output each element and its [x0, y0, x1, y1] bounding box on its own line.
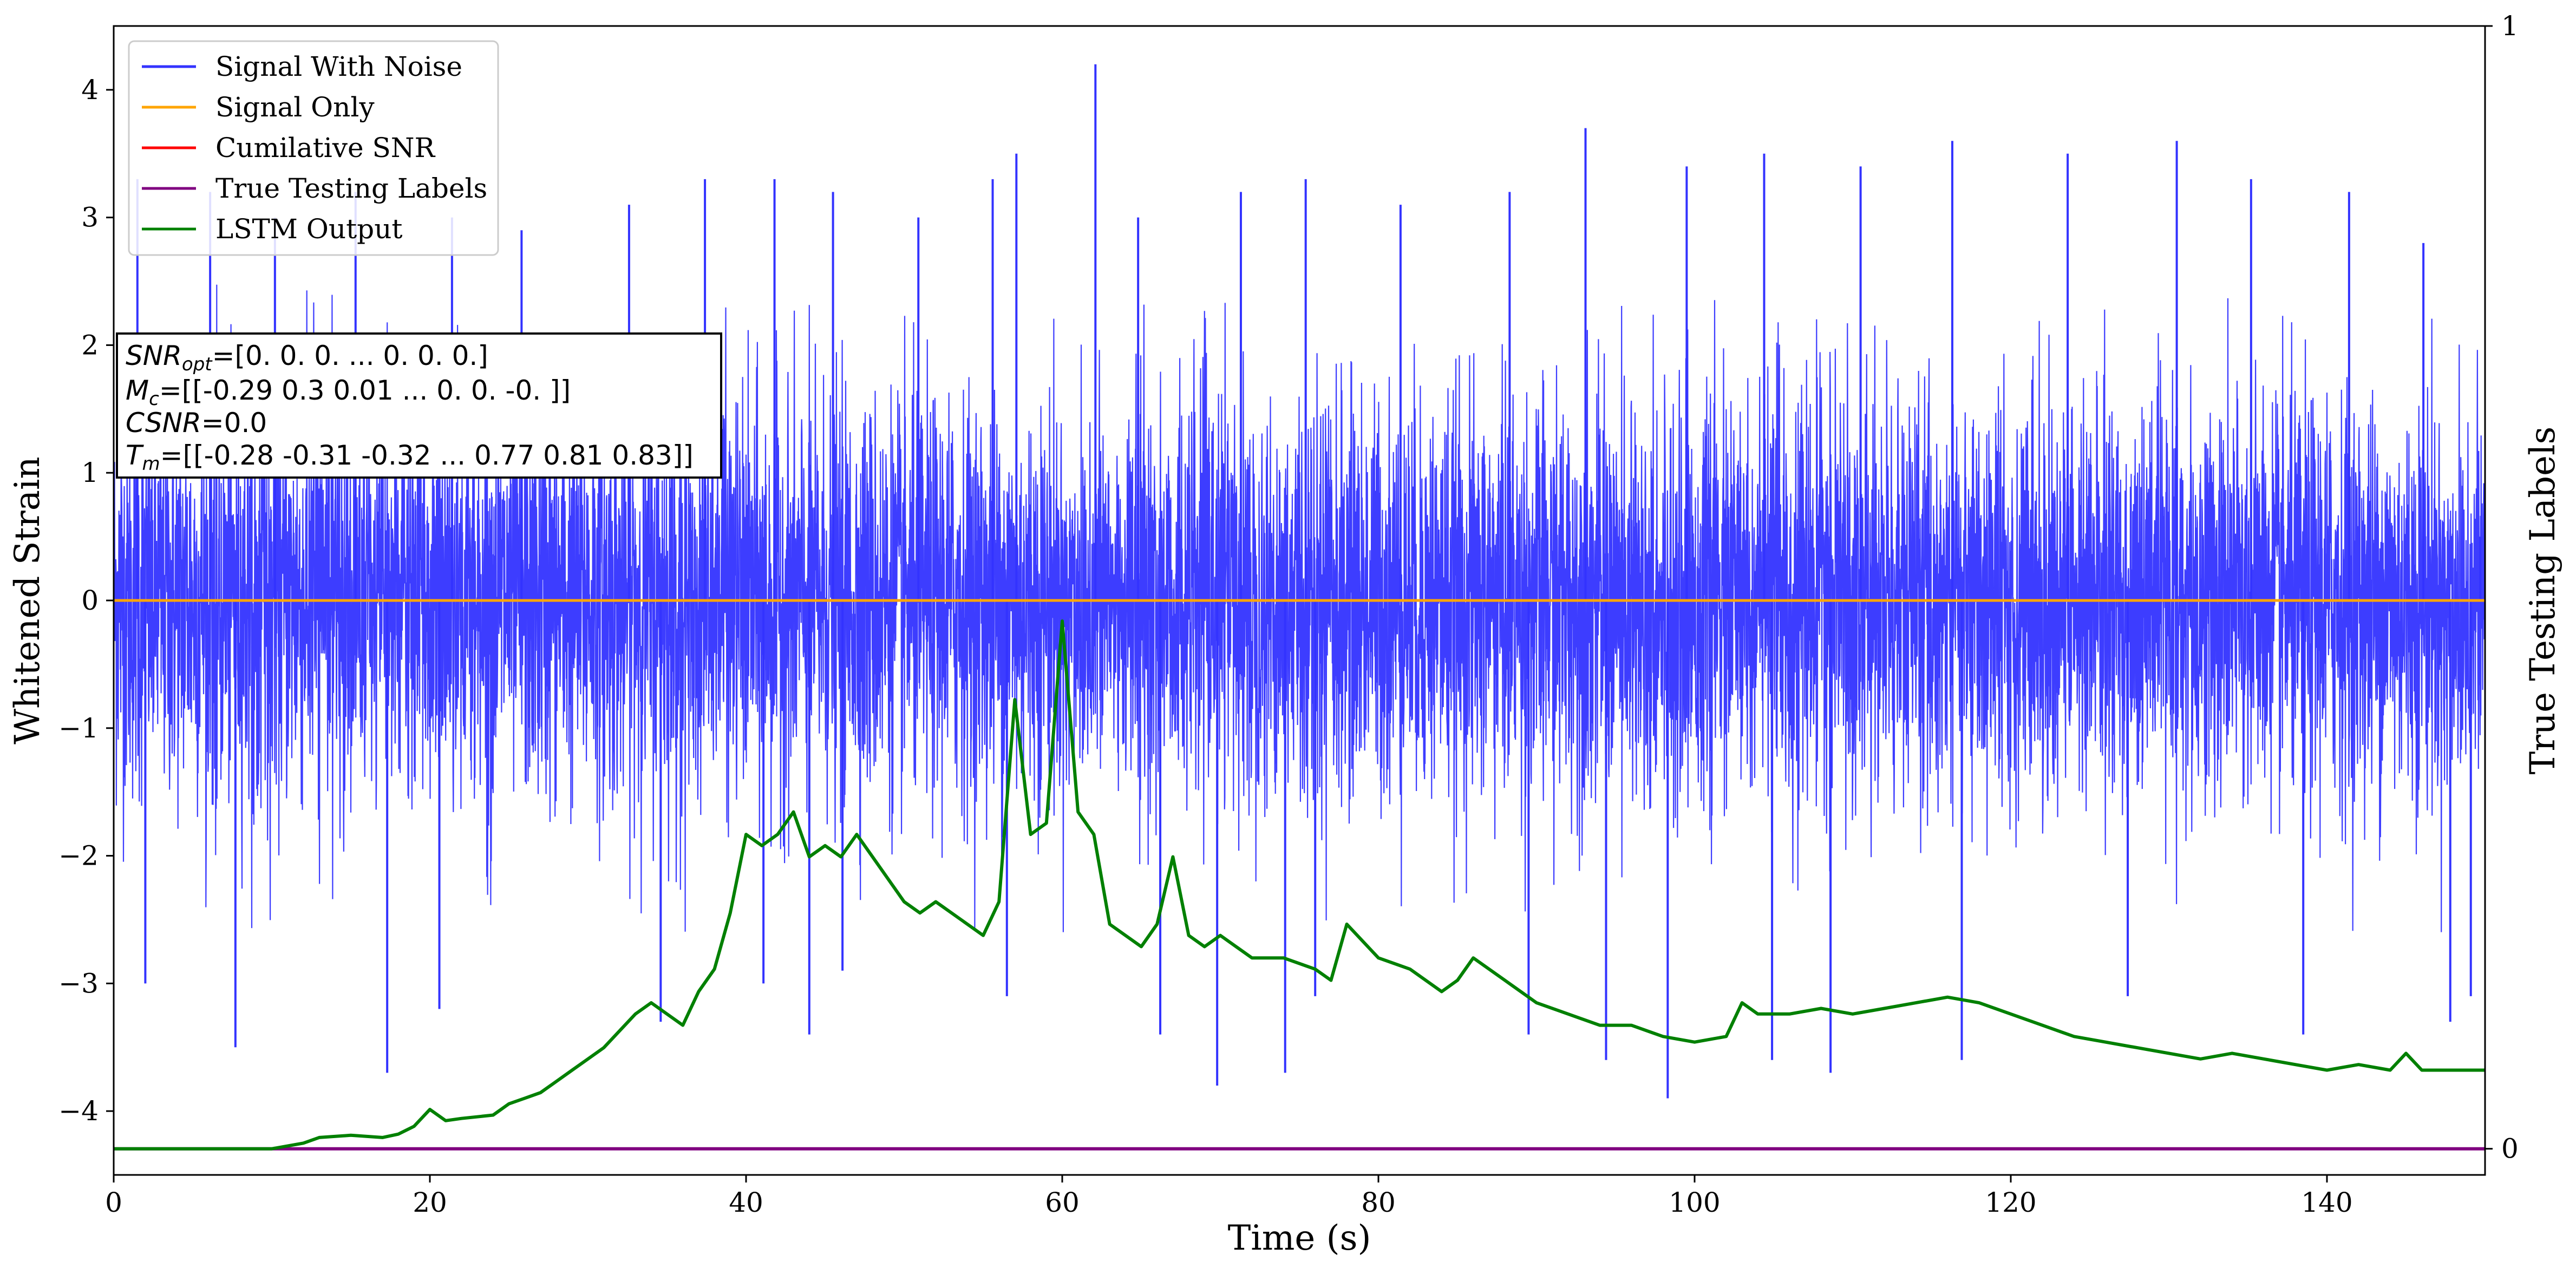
x-tick-label: 60	[1045, 1187, 1080, 1218]
y-tick-label: 0	[81, 585, 99, 616]
x-tick-label: 0	[105, 1187, 122, 1218]
x-tick-label: 20	[413, 1187, 447, 1218]
annotation-line-tm: Tm=[[-0.28 -0.31 -0.32 ... 0.77 0.81 0.8…	[126, 440, 694, 475]
y-tick-label: −3	[58, 968, 99, 999]
y2-tick-label: 1	[2501, 10, 2519, 42]
signal-with-noise-line	[114, 284, 2485, 932]
annotation-box: SNRopt=[0. 0. 0. ... 0. 0. 0.] Mc=[[-0.2…	[116, 332, 722, 479]
legend-item-signal-with-noise: Signal With Noise	[142, 51, 462, 82]
legend-box	[128, 40, 499, 256]
y-tick-label: −2	[58, 840, 99, 872]
x-axis: 0 20 40 60 80 100 120 140	[105, 1175, 2353, 1218]
annotation-line-snr: SNRopt=[0. 0. 0. ... 0. 0. 0.]	[126, 340, 488, 375]
legend-item-signal-only: Signal Only	[142, 92, 375, 123]
legend-item-lstm-output: LSTM Output	[142, 213, 402, 245]
y2-axis: 01	[2485, 10, 2519, 1165]
x-tick-label: 100	[1669, 1187, 1720, 1218]
legend: Signal With Noise Signal Only Cumilative…	[128, 40, 499, 256]
x-tick-label: 120	[1985, 1187, 2036, 1218]
x-tick-label: 80	[1361, 1187, 1396, 1218]
y-tick-label: 3	[81, 202, 99, 233]
legend-item-cumilative-snr: Cumilative SNR	[142, 132, 435, 164]
annotation-frame	[116, 332, 722, 479]
legend-label-cumilative-snr: Cumilative SNR	[215, 132, 435, 164]
legend-label-signal-with-noise: Signal With Noise	[215, 51, 462, 82]
annotation-line-mc: Mc=[[-0.29 0.3 0.01 ... 0. 0. -0. ]]	[126, 375, 571, 410]
y2-axis-label: True Testing Labels	[2523, 427, 2563, 775]
legend-label-true-testing-labels: True Testing Labels	[215, 173, 487, 204]
y-tick-label: 4	[81, 74, 99, 106]
x-tick-label: 140	[2301, 1187, 2352, 1218]
legend-label-lstm-output: LSTM Output	[215, 213, 402, 245]
y-axis-label: Whitened Strain	[8, 456, 48, 744]
annotation-line-csnr: CSNR=0.0	[126, 407, 267, 439]
y-tick-label: −4	[58, 1095, 99, 1127]
y-axis: −4 −3 −2 −1 0 1 2 3 4	[58, 74, 114, 1127]
series-lines	[114, 599, 2485, 1151]
lstm-output-line	[114, 619, 2485, 1151]
y-tick-label: 2	[81, 329, 99, 361]
signal-with-noise-series	[114, 64, 2485, 1099]
y-tick-label: 1	[81, 457, 99, 488]
legend-label-signal-only: Signal Only	[215, 92, 375, 123]
y-tick-label: −1	[58, 713, 99, 744]
x-tick-label: 40	[729, 1187, 763, 1218]
legend-item-true-testing-labels: True Testing Labels	[142, 173, 487, 204]
x-axis-label: Time (s)	[1228, 1218, 1371, 1258]
y2-tick-label: 0	[2501, 1133, 2519, 1165]
